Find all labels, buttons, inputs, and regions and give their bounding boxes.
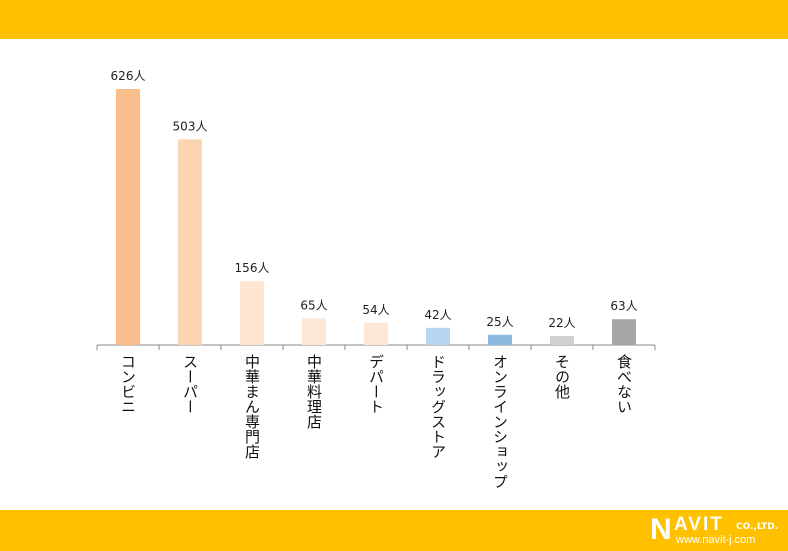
- category-label: 中華料理店: [305, 354, 323, 429]
- bottom-banner: [0, 510, 788, 551]
- category-label: コンビニ: [119, 354, 137, 414]
- data-label: 42人: [424, 308, 451, 322]
- bar: [550, 336, 574, 345]
- category-label: ドラッグストア: [429, 354, 447, 459]
- bar: [116, 89, 140, 345]
- bar: [178, 139, 202, 345]
- data-label: 156人: [235, 261, 270, 275]
- data-label: 503人: [173, 119, 208, 133]
- data-label: 65人: [300, 298, 327, 312]
- category-label: その他: [553, 354, 571, 399]
- bar: [426, 327, 450, 345]
- category-label: スーパー: [181, 354, 199, 414]
- data-label: 25人: [486, 315, 513, 329]
- data-label: 63人: [610, 299, 637, 313]
- bar: [302, 318, 326, 345]
- data-label: 626人: [111, 69, 146, 83]
- bar: [364, 322, 388, 345]
- data-label: 22人: [548, 316, 575, 330]
- bar: [240, 281, 264, 345]
- category-label: デパート: [367, 354, 385, 414]
- bar: [612, 319, 636, 345]
- category-label: オンラインショップ: [491, 354, 509, 489]
- data-label: 54人: [362, 303, 389, 317]
- top-banner: [0, 0, 788, 39]
- category-label: 中華まん専門店: [243, 354, 261, 459]
- bar: [488, 334, 512, 345]
- category-label: 食べない: [615, 354, 633, 414]
- logo-url: www.navit-j.com: [676, 534, 756, 546]
